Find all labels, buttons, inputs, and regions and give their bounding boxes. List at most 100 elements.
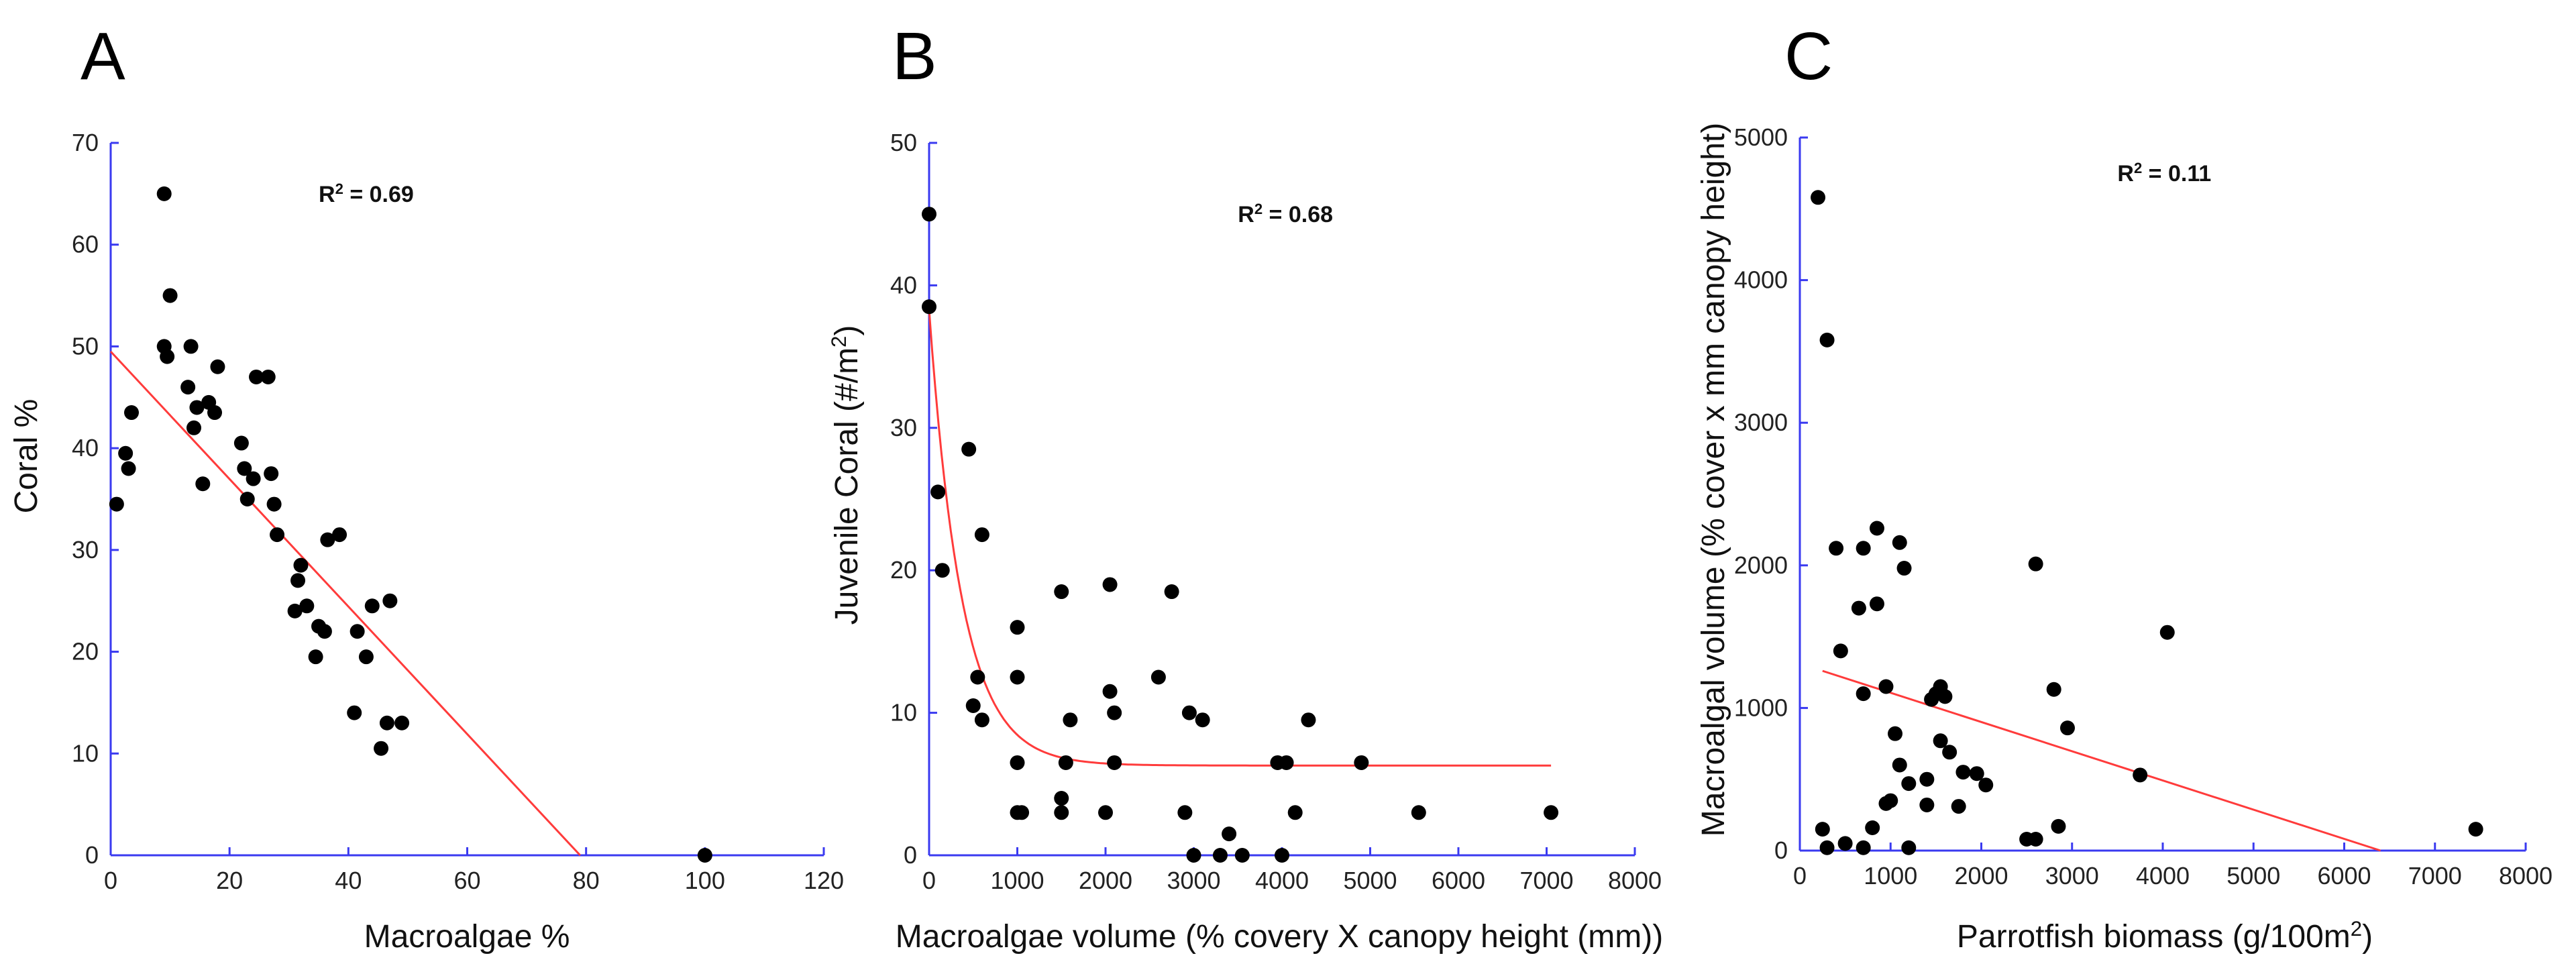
x-tick-label: 1000 bbox=[1864, 862, 1917, 889]
data-point bbox=[332, 527, 347, 543]
data-point bbox=[1054, 584, 1069, 600]
data-point bbox=[290, 573, 306, 588]
y-tick-label: 40 bbox=[72, 434, 99, 462]
y-tick-label: 5000 bbox=[1734, 123, 1788, 151]
data-point bbox=[1951, 799, 1966, 814]
y-tick-label: 0 bbox=[1774, 836, 1788, 864]
data-point bbox=[207, 405, 223, 421]
y-tick-label: 0 bbox=[85, 841, 99, 869]
data-point bbox=[1969, 766, 1984, 781]
data-point bbox=[364, 598, 380, 614]
x-axis-title: Parrotfish biomass (g/100m2) bbox=[1957, 917, 2373, 955]
data-point bbox=[382, 593, 398, 608]
data-point bbox=[249, 369, 264, 384]
data-point bbox=[1063, 712, 1078, 728]
y-tick-label: 1000 bbox=[1734, 694, 1788, 721]
y-axis-title: Juvenile Coral (#/m2) bbox=[827, 325, 865, 625]
data-point bbox=[379, 715, 394, 731]
data-point bbox=[1098, 805, 1113, 820]
x-tick-label: 7000 bbox=[1519, 867, 1573, 894]
data-point bbox=[317, 624, 332, 639]
x-tick-label: 4000 bbox=[2136, 862, 2190, 889]
y-axis-title: Macroalgal volume (% cover x mm canopy h… bbox=[1696, 123, 1731, 836]
data-point bbox=[1865, 820, 1880, 835]
data-point bbox=[239, 492, 255, 506]
y-tick-label: 50 bbox=[72, 332, 99, 360]
data-point bbox=[1851, 600, 1866, 616]
data-point bbox=[1212, 848, 1228, 863]
data-point bbox=[347, 705, 362, 720]
data-point bbox=[1107, 755, 1122, 770]
data-point bbox=[1892, 757, 1907, 773]
data-point bbox=[2028, 556, 2043, 572]
data-point bbox=[246, 471, 261, 486]
data-point bbox=[1186, 848, 1201, 863]
y-tick-label: 0 bbox=[904, 841, 917, 869]
data-point bbox=[299, 598, 315, 614]
panel-c: C 0 1000 2000 3000 4000 5000 6000 7000 8000 0 1000 2… bbox=[1696, 19, 2553, 955]
y-tick-label: 60 bbox=[72, 231, 99, 258]
data-point bbox=[2059, 720, 2075, 736]
fit-line bbox=[928, 309, 1552, 767]
data-point bbox=[1869, 596, 1884, 612]
x-tick-label: 4000 bbox=[1255, 867, 1309, 894]
data-point bbox=[118, 445, 133, 461]
data-point bbox=[180, 380, 196, 395]
data-point bbox=[1102, 684, 1118, 699]
data-point bbox=[1354, 755, 1369, 770]
r-squared-label: R2 = 0.69 bbox=[319, 180, 414, 207]
data-point bbox=[1819, 332, 1835, 347]
y-tick-label: 3000 bbox=[1734, 409, 1788, 436]
data-point bbox=[1869, 521, 1884, 536]
y-tick-label: 30 bbox=[72, 536, 99, 563]
fit-line bbox=[1822, 669, 2381, 852]
data-point bbox=[1010, 669, 1025, 685]
data-point bbox=[1287, 805, 1303, 820]
x-tick-label: 8000 bbox=[1608, 867, 1662, 894]
data-point bbox=[160, 349, 175, 364]
y-tick-label: 20 bbox=[890, 556, 917, 584]
data-point bbox=[2051, 818, 2066, 834]
data-point bbox=[162, 288, 178, 303]
x-axis-title: Macroalgae volume (% covery X canopy hei… bbox=[896, 919, 1663, 955]
data-point bbox=[1856, 840, 1871, 855]
data-point bbox=[260, 369, 276, 384]
fit-line bbox=[109, 350, 581, 857]
data-point bbox=[2133, 767, 2148, 783]
y-tick-label: 4000 bbox=[1734, 266, 1788, 294]
data-point bbox=[930, 484, 946, 500]
data-point bbox=[1819, 840, 1835, 855]
y-tick-label: 20 bbox=[72, 638, 99, 665]
data-point bbox=[1054, 805, 1069, 820]
data-point bbox=[961, 441, 977, 457]
data-point bbox=[2468, 822, 2483, 837]
data-point bbox=[1815, 822, 1830, 837]
data-point bbox=[270, 527, 285, 543]
x-tick-label: 5000 bbox=[2226, 862, 2280, 889]
data-point bbox=[1919, 797, 1935, 812]
data-point bbox=[1937, 689, 1953, 704]
x-axis-title: Macroalgae % bbox=[364, 919, 570, 955]
data-point bbox=[697, 848, 712, 863]
x-tick-label: 6000 bbox=[1432, 867, 1485, 894]
data-point bbox=[1164, 584, 1179, 600]
data-point bbox=[1058, 755, 1073, 770]
data-point bbox=[1978, 777, 1994, 793]
x-tick-label: 2000 bbox=[1954, 862, 2008, 889]
x-tick-label: 1000 bbox=[990, 867, 1044, 894]
data-point bbox=[2159, 625, 2175, 640]
data-point bbox=[210, 359, 225, 374]
data-point bbox=[1829, 541, 1844, 556]
data-point bbox=[394, 715, 410, 731]
data-point bbox=[1177, 805, 1193, 820]
x-tick-label: 80 bbox=[573, 867, 600, 894]
data-point bbox=[264, 466, 279, 482]
x-tick-label: 0 bbox=[1793, 862, 1807, 889]
data-point bbox=[1933, 733, 1948, 749]
data-point bbox=[308, 649, 323, 665]
x-tick-label: 20 bbox=[216, 867, 243, 894]
y-tick-label: 10 bbox=[890, 699, 917, 726]
data-point bbox=[287, 603, 303, 618]
data-point bbox=[1942, 745, 1957, 760]
y-axis-title: Coral % bbox=[9, 399, 44, 514]
